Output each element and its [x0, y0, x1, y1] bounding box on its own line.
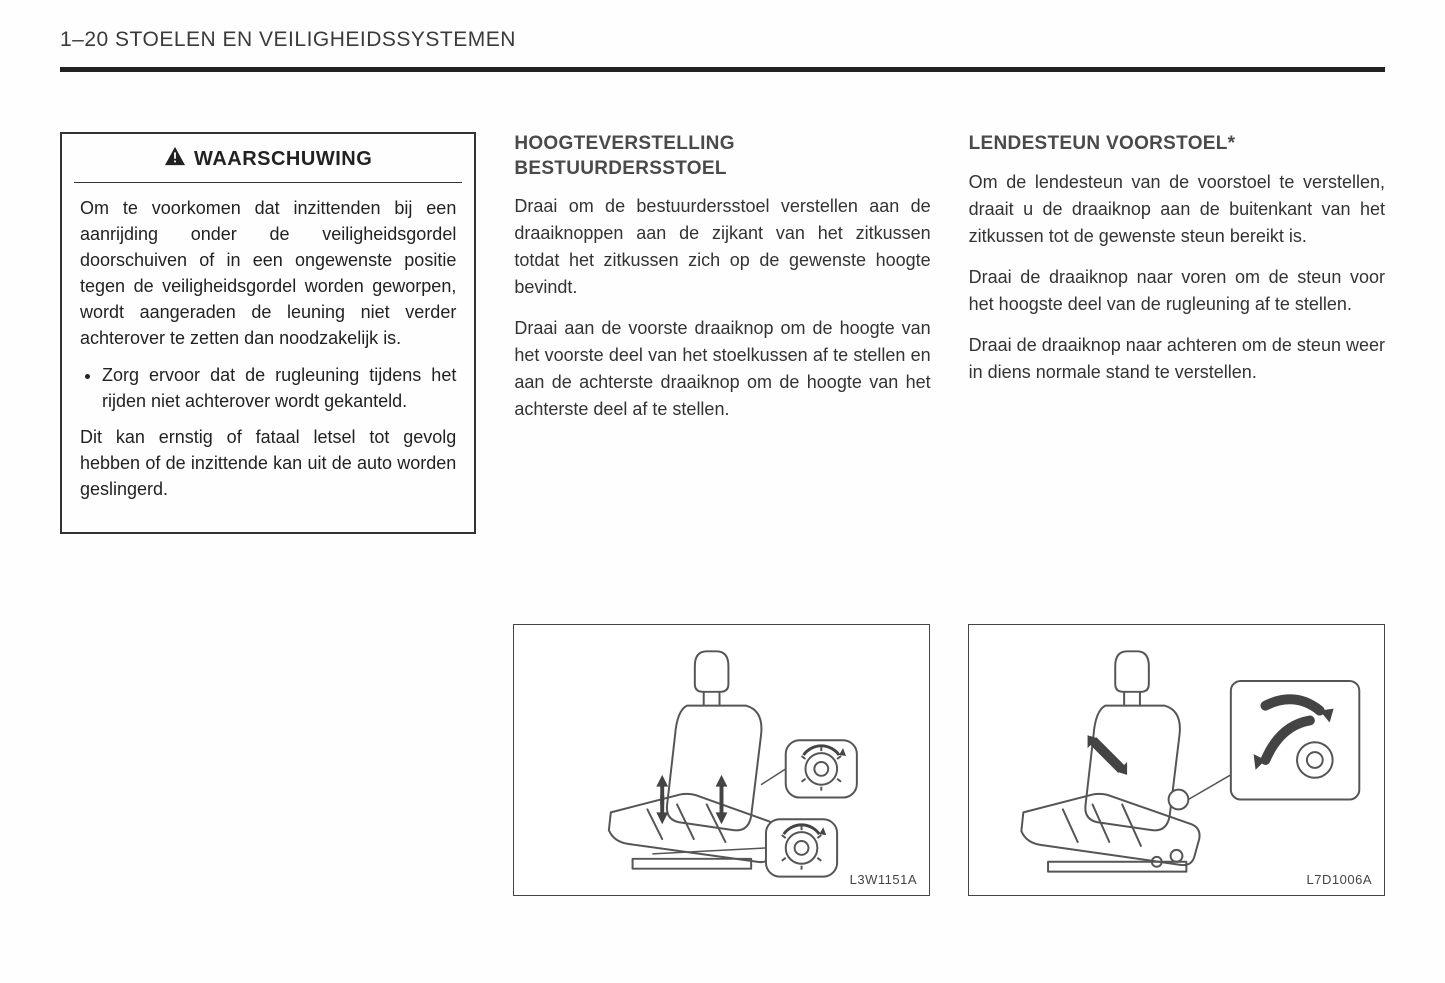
warning-bullet-1: Zorg ervoor dat de rugleuning tijdens he… — [102, 362, 456, 414]
lumbar-p1: Om de lendesteun van de voorstoel te ver… — [969, 169, 1385, 250]
column-1: WAARSCHUWING Om te voorkomen dat inzitte… — [60, 132, 476, 534]
height-adjust-p2: Draai aan de voorste draaiknop om de hoo… — [514, 315, 930, 423]
figures-row: L3W1151A — [60, 624, 1385, 896]
figure-code-2: L7D1006A — [1307, 872, 1372, 887]
warning-triangle-icon — [164, 146, 186, 172]
figure-lumbar: L7D1006A — [968, 624, 1385, 896]
seat-height-diagram-icon — [514, 625, 929, 895]
figure-spacer — [60, 624, 475, 896]
figure-code-1: L3W1151A — [850, 872, 917, 887]
figure-height-adjust: L3W1151A — [513, 624, 930, 896]
running-header: 1–20 STOELEN EN VEILIGHEIDSSYSTEMEN — [60, 28, 1385, 72]
lumbar-heading: LENDESTEUN VOORSTOEL* — [969, 132, 1385, 157]
column-2: HOOGTEVERSTELLING BESTUURDERSSTOEL Draai… — [514, 132, 930, 534]
height-adjust-heading: HOOGTEVERSTELLING BESTUURDERSSTOEL — [514, 132, 930, 181]
seat-lumbar-diagram-icon — [969, 625, 1384, 895]
warning-list: Zorg ervoor dat de rugleuning tijdens he… — [80, 362, 456, 414]
warning-paragraph-2: Dit kan ernstig of fataal letsel tot gev… — [80, 424, 456, 502]
lumbar-p3: Draai de draaiknop naar achteren om de s… — [969, 332, 1385, 386]
column-3: LENDESTEUN VOORSTOEL* Om de lendesteun v… — [969, 132, 1385, 534]
content-columns: WAARSCHUWING Om te voorkomen dat inzitte… — [60, 132, 1385, 534]
warning-title-row: WAARSCHUWING — [74, 146, 462, 183]
height-adjust-p1: Draai om de bestuurdersstoel verstellen … — [514, 193, 930, 301]
lumbar-p2: Draai de draaiknop naar voren om de steu… — [969, 264, 1385, 318]
warning-paragraph-1: Om te voorkomen dat inzittenden bij een … — [80, 195, 456, 352]
warning-box: WAARSCHUWING Om te voorkomen dat inzitte… — [60, 132, 476, 534]
warning-title-text: WAARSCHUWING — [194, 148, 372, 171]
page: 1–20 STOELEN EN VEILIGHEIDSSYSTEMEN WAAR… — [0, 0, 1445, 983]
